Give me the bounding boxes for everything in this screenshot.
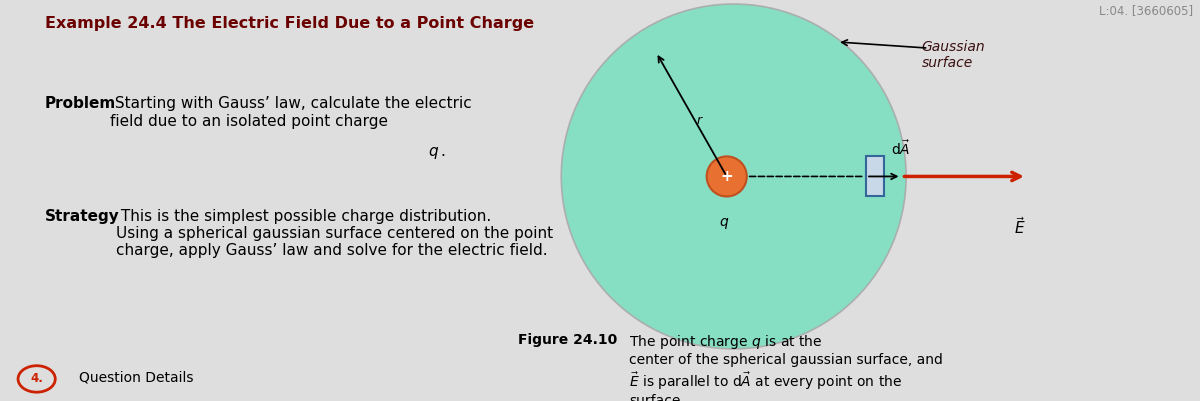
Text: r: r xyxy=(696,114,702,127)
Text: Strategy: Strategy xyxy=(46,209,120,223)
Text: This is the simplest possible charge distribution.
Using a spherical gaussian su: This is the simplest possible charge dis… xyxy=(115,209,553,258)
Ellipse shape xyxy=(562,4,906,349)
Text: Question Details: Question Details xyxy=(79,371,193,385)
Text: 4.: 4. xyxy=(30,373,43,385)
Bar xyxy=(866,156,884,196)
Text: Gaussian
surface: Gaussian surface xyxy=(922,40,985,70)
Text: L:04. [3660605]: L:04. [3660605] xyxy=(1099,4,1193,17)
Text: q: q xyxy=(719,215,727,229)
Text: Example 24.4 The Electric Field Due to a Point Charge: Example 24.4 The Electric Field Due to a… xyxy=(46,16,534,31)
Ellipse shape xyxy=(707,156,746,196)
Text: $\vec{E}$: $\vec{E}$ xyxy=(1014,217,1026,237)
Text: +: + xyxy=(720,169,733,184)
Text: Problem: Problem xyxy=(46,96,116,111)
Text: The point charge $q$ is at the
center of the spherical gaussian surface, and
$\v: The point charge $q$ is at the center of… xyxy=(629,333,943,401)
Text: q: q xyxy=(428,144,438,158)
Text: Starting with Gauss’ law, calculate the electric
field due to an isolated point : Starting with Gauss’ law, calculate the … xyxy=(110,96,472,129)
Text: Figure 24.10: Figure 24.10 xyxy=(518,333,617,347)
Text: d$\vec{A}$: d$\vec{A}$ xyxy=(892,139,911,158)
Text: .: . xyxy=(440,144,445,158)
